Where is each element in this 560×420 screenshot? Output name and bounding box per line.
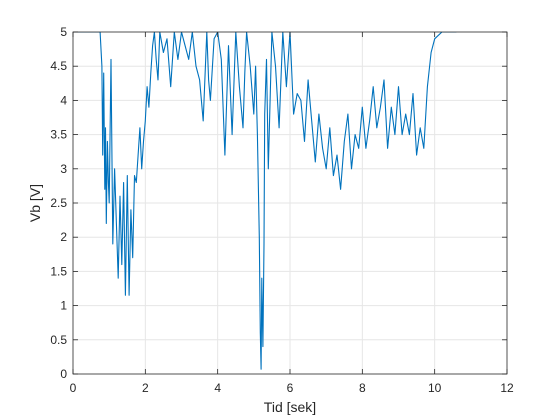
y-tick-label: 1.5 xyxy=(50,264,67,278)
y-tick-label: 4.5 xyxy=(50,59,67,73)
y-tick-label: 4 xyxy=(60,93,67,107)
y-tick-label: 5 xyxy=(60,25,67,39)
x-axis: 0 2 4 6 8 10 12 xyxy=(70,32,514,395)
x-axis-label: Tid [sek] xyxy=(264,399,316,415)
y-tick-label: 3 xyxy=(60,162,67,176)
x-tick-label: 0 xyxy=(70,381,77,395)
x-tick-label: 10 xyxy=(428,381,442,395)
x-tick-label: 6 xyxy=(287,381,294,395)
y-tick-label: 3.5 xyxy=(50,128,67,142)
x-tick-label: 12 xyxy=(500,381,514,395)
y-tick-label: 1 xyxy=(60,299,67,313)
y-tick-label: 0 xyxy=(60,367,67,381)
grid-lines xyxy=(73,32,507,374)
y-axis-label: Vb [V] xyxy=(27,184,43,222)
series-layer xyxy=(73,32,457,370)
x-tick-label: 2 xyxy=(142,381,149,395)
series-line xyxy=(73,32,457,370)
y-axis: 0 0.5 1 1.5 2 2.5 3 3.5 4 4.5 5 xyxy=(50,25,507,381)
y-tick-label: 2.5 xyxy=(50,196,67,210)
x-tick-label: 8 xyxy=(359,381,366,395)
y-tick-label: 2 xyxy=(60,230,67,244)
x-tick-label: 4 xyxy=(214,381,221,395)
y-tick-label: 0.5 xyxy=(50,333,67,347)
